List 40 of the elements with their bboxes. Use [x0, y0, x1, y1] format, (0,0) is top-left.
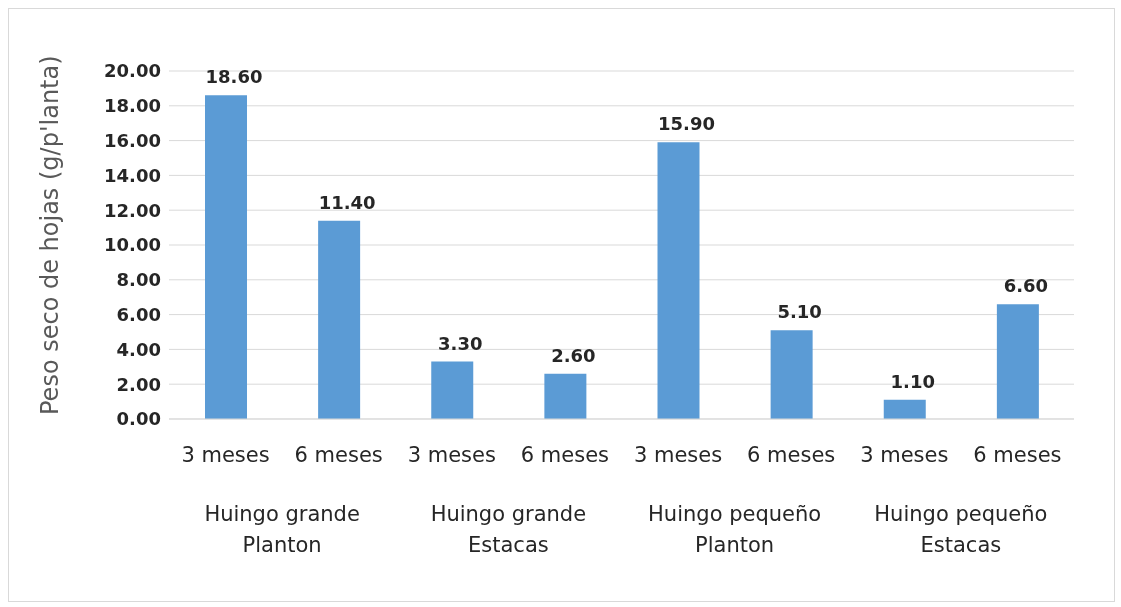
data-label: 11.40	[318, 191, 376, 213]
y-tick-label: 0.00	[116, 408, 161, 430]
x-tick-label: 3 meses	[860, 442, 949, 467]
bar	[544, 373, 587, 419]
data-label: 1.10	[890, 370, 935, 392]
bar	[205, 95, 247, 419]
y-tick-label: 4.00	[116, 338, 161, 360]
text: Huingo grande Estacas	[429, 501, 588, 559]
data-label: 18.60	[205, 66, 263, 88]
x-tick-label: 6 meses	[973, 442, 1062, 467]
y-tick-label: 6.00	[116, 303, 161, 325]
data-label: 2.60	[551, 344, 596, 366]
bar	[657, 142, 700, 419]
y-tick-label: 20.00	[104, 60, 161, 82]
x-tick-label: 3 meses	[407, 442, 496, 467]
x-tick-label: 3 meses	[633, 442, 723, 467]
bar	[770, 330, 813, 419]
x-tick-label: 6 meses	[294, 442, 383, 467]
y-tick-label: 14.00	[104, 164, 161, 186]
y-tick-label: 2.00	[116, 373, 161, 395]
bar	[431, 361, 474, 419]
bar	[883, 399, 926, 419]
x-tick-label: 6 meses	[520, 442, 610, 467]
data-label: 5.10	[777, 301, 822, 323]
data-label: 15.90	[658, 113, 715, 135]
data-label: 6.60	[1003, 275, 1049, 297]
x-tick-label: 3 meses	[181, 442, 270, 467]
bar	[996, 304, 1039, 419]
y-tick-label: 12.00	[104, 199, 161, 221]
bar	[318, 220, 361, 419]
y-tick-label: 18.00	[104, 95, 161, 117]
text: Huingo pequeño Estacas	[873, 501, 1049, 559]
y-tick-label: 8.00	[116, 269, 161, 291]
text: Huingo grande Planton	[203, 501, 361, 559]
y-tick-label: 10.00	[104, 234, 161, 256]
x-tick-label: 6 meses	[747, 442, 836, 467]
text: Huingo pequeño Planton	[647, 501, 823, 559]
y-axis-title: Peso seco de hojas (g/p'lanta)	[35, 55, 64, 415]
y-tick-label: 16.00	[104, 129, 161, 151]
data-label: 3.30	[438, 332, 483, 354]
